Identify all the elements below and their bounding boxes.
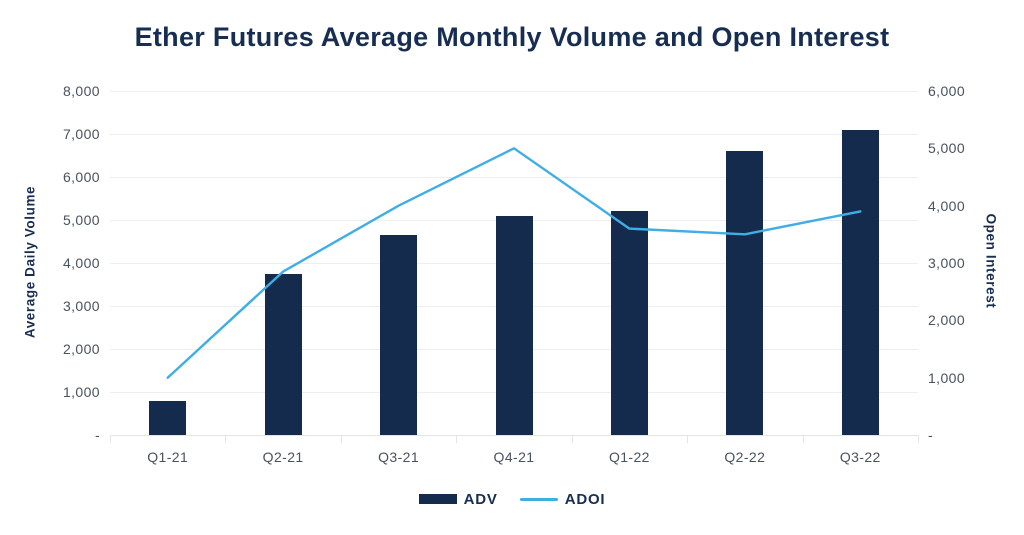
x-axis-tick	[918, 435, 919, 443]
right-tick-label: 2,000	[928, 312, 966, 329]
left-tick-label: 7,000	[62, 126, 100, 142]
adv-bar-Q2-22	[726, 151, 764, 435]
left-tick-label: 4,000	[62, 255, 100, 271]
adv-bar-Q3-22	[841, 129, 879, 435]
right-tick-label: 6,000	[928, 83, 966, 99]
right-axis-title: Open Interest	[983, 213, 999, 309]
gridline	[110, 177, 918, 178]
right-tick-label: 1,000	[928, 369, 966, 386]
gridline	[110, 134, 918, 135]
left-tick-label: 3,000	[62, 298, 100, 314]
x-axis-tick	[571, 435, 573, 443]
x-label-Q1-22: Q1-22	[608, 449, 650, 465]
chart-title: Ether Futures Average Monthly Volume and…	[134, 22, 890, 52]
left-tick-label: 2,000	[62, 341, 100, 357]
x-axis-tick	[340, 435, 342, 443]
x-label-Q4-21: Q4-21	[493, 449, 535, 465]
gridline	[110, 435, 918, 436]
x-axis-tick	[225, 435, 227, 443]
adv-bar-Q3-21	[380, 235, 418, 435]
x-label-Q1-21: Q1-21	[147, 449, 189, 465]
legend: ADV ADOI	[0, 489, 1024, 509]
x-axis-tick	[687, 435, 689, 443]
right-tick-label: 3,000	[928, 255, 966, 271]
adv-bar-Q2-21	[264, 273, 302, 435]
legend-adv-label: ADV	[463, 490, 498, 508]
right-tick-label: 5,000	[928, 140, 966, 157]
legend-adoi-label: ADOI	[564, 490, 606, 508]
right-tick-label: -	[928, 427, 934, 443]
left-tick-label: 5,000	[62, 212, 100, 228]
x-axis-tick	[456, 435, 458, 443]
gridline	[110, 91, 918, 92]
x-label-Q3-22: Q3-22	[839, 449, 881, 465]
adv-bar-Q1-21	[149, 400, 187, 435]
x-axis-tick	[110, 435, 111, 443]
adv-bar-Q1-22	[610, 211, 648, 435]
legend-adoi-swatch	[519, 497, 558, 501]
left-tick-label: -	[94, 427, 100, 443]
x-axis-tick	[802, 435, 804, 443]
x-label-Q3-21: Q3-21	[378, 449, 420, 465]
right-tick-label: 4,000	[928, 197, 966, 214]
left-tick-label: 1,000	[62, 384, 100, 400]
legend-adv-swatch	[418, 494, 457, 504]
x-label-Q2-21: Q2-21	[262, 449, 304, 465]
left-axis-title: Average Daily Volume	[22, 185, 38, 339]
left-tick-label: 6,000	[62, 169, 100, 185]
x-label-Q2-22: Q2-22	[724, 449, 766, 465]
adv-bar-Q4-21	[495, 215, 533, 435]
left-tick-label: 8,000	[62, 83, 100, 99]
